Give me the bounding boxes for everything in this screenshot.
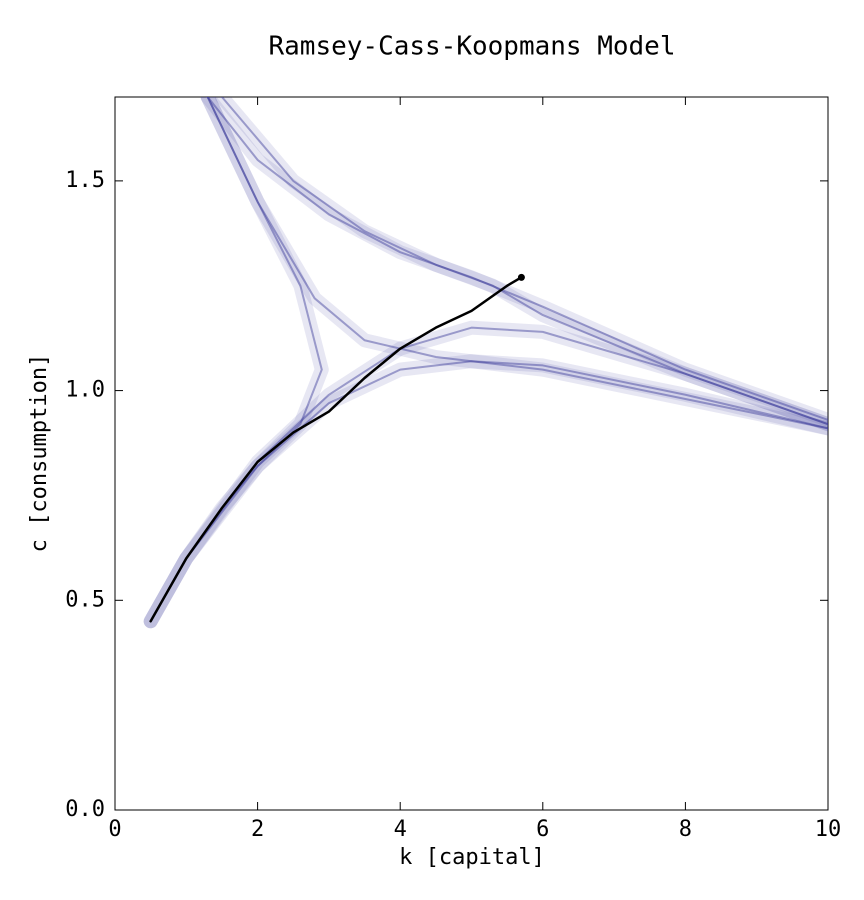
trajectory-band [200, 97, 828, 436]
y-tick-label: 1.0 [65, 378, 105, 403]
x-tick-label: 10 [815, 817, 842, 842]
x-tick-label: 4 [394, 817, 407, 842]
x-axis-label: k [capital] [399, 845, 545, 870]
chart-title: Ramsey-Cass-Koopmans Model [269, 32, 676, 62]
trajectory [206, 97, 828, 421]
trajectory-band [143, 354, 828, 629]
trajectory-band [200, 97, 828, 427]
path-end-point [517, 273, 525, 281]
trajectory [149, 360, 828, 623]
trajectory [220, 97, 828, 426]
plot-frame [114, 96, 829, 811]
y-tick-label: 0.5 [65, 587, 105, 612]
y-axis-label: c [consumption] [27, 354, 52, 553]
x-tick-label: 6 [536, 817, 549, 842]
x-tick-label: 0 [108, 817, 121, 842]
y-tick-label: 0.0 [65, 797, 105, 822]
highlighted-path [149, 276, 523, 623]
y-tick-label: 1.5 [65, 168, 105, 193]
x-tick-label: 2 [251, 817, 264, 842]
trajectory-band [214, 97, 828, 432]
x-tick-label: 8 [679, 817, 692, 842]
